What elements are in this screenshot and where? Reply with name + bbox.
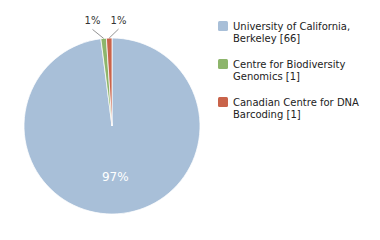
legend-swatch xyxy=(218,97,228,107)
pie-slice xyxy=(101,38,112,126)
pie-slice xyxy=(106,38,112,126)
data-label: 1% xyxy=(111,15,127,26)
data-label: 97% xyxy=(102,170,129,184)
leader-line xyxy=(93,29,104,38)
legend-swatch xyxy=(218,21,228,31)
legend-entry: Centre for BiodiversityGenomics [1] xyxy=(233,59,346,82)
legend: University of California,Berkeley [66] Ce… xyxy=(218,21,359,120)
legend-entry: Canadian Centre for DNABarcoding [1] xyxy=(233,97,359,120)
data-labels: 97% 1% 1% xyxy=(85,15,129,184)
pie-slice xyxy=(24,38,200,214)
chart: 97% 1% 1% University of California,Berkeley… xyxy=(0,0,380,240)
pie xyxy=(24,38,200,214)
data-label: 1% xyxy=(85,15,101,26)
legend-swatch xyxy=(218,59,228,69)
legend-entry: University of California,Berkeley [66] xyxy=(233,21,350,44)
leader-line xyxy=(109,29,118,38)
